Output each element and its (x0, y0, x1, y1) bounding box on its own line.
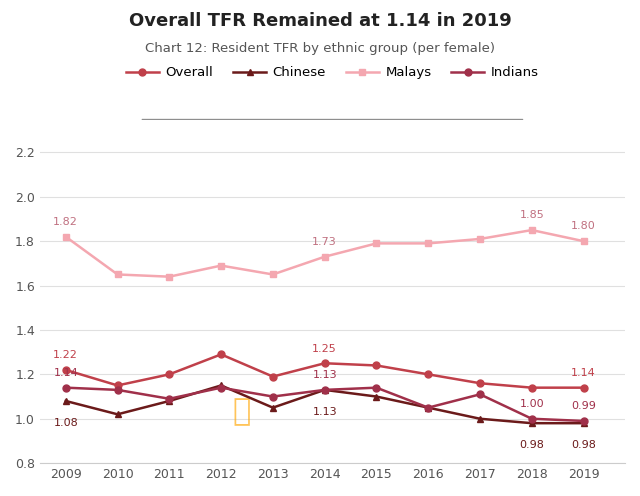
Line: Overall: Overall (62, 351, 587, 391)
Text: 1.14: 1.14 (53, 368, 78, 378)
Text: 1.13: 1.13 (312, 407, 337, 417)
Overall (166, 372, 173, 377)
Chinese (217, 382, 225, 388)
Indians (580, 418, 588, 424)
Indians (528, 416, 536, 422)
Text: 1.25: 1.25 (312, 344, 337, 354)
Text: 1.13: 1.13 (312, 370, 337, 380)
Overall (476, 380, 484, 386)
Malays (476, 236, 484, 242)
Line: Indians: Indians (62, 384, 587, 425)
Overall (528, 385, 536, 391)
Malays (372, 241, 380, 247)
Indians (217, 385, 225, 391)
Chinese (476, 416, 484, 422)
Text: 1.85: 1.85 (520, 210, 544, 220)
Overall (114, 382, 122, 388)
Text: 0.98: 0.98 (519, 440, 544, 450)
Text: 1.22: 1.22 (53, 350, 78, 360)
Line: Chinese: Chinese (62, 382, 587, 427)
Malays (321, 254, 328, 260)
Overall (321, 360, 328, 366)
Indians (476, 391, 484, 397)
Chinese (424, 405, 432, 411)
Malays (166, 274, 173, 280)
Chinese (114, 411, 122, 417)
Overall (62, 367, 70, 373)
Legend: Overall, Chinese, Malays, Indians: Overall, Chinese, Malays, Indians (121, 61, 544, 84)
Text: 1.00: 1.00 (520, 399, 544, 409)
Line: Malays: Malays (62, 227, 587, 280)
Text: 1.82: 1.82 (53, 217, 78, 227)
Chinese (269, 405, 276, 411)
Text: 1.08: 1.08 (53, 418, 78, 428)
Text: Overall TFR Remained at 1.14 in 2019: Overall TFR Remained at 1.14 in 2019 (129, 12, 511, 30)
Text: 1.73: 1.73 (312, 237, 337, 247)
Indians (269, 393, 276, 399)
Chinese (580, 420, 588, 426)
Indians (321, 387, 328, 393)
Overall (217, 351, 225, 357)
Text: 1.14: 1.14 (571, 368, 596, 378)
Text: Chart 12: Resident TFR by ethnic group (per female): Chart 12: Resident TFR by ethnic group (… (145, 42, 495, 55)
Text: 0.98: 0.98 (571, 440, 596, 450)
Indians (114, 387, 122, 393)
Text: 🐉: 🐉 (233, 398, 251, 427)
Malays (580, 238, 588, 244)
Chinese (166, 398, 173, 404)
Malays (114, 271, 122, 277)
Chinese (62, 398, 70, 404)
Overall (372, 363, 380, 369)
Malays (424, 241, 432, 247)
Overall (269, 373, 276, 379)
Indians (166, 396, 173, 402)
Indians (372, 385, 380, 391)
Text: 0.99: 0.99 (571, 401, 596, 411)
Overall (424, 372, 432, 377)
Indians (424, 405, 432, 411)
Text: 1.80: 1.80 (571, 221, 596, 232)
Malays (269, 271, 276, 277)
Chinese (528, 420, 536, 426)
Overall (580, 385, 588, 391)
Malays (217, 262, 225, 268)
Indians (62, 385, 70, 391)
Chinese (372, 393, 380, 399)
Malays (62, 234, 70, 240)
Chinese (321, 387, 328, 393)
Malays (528, 227, 536, 233)
